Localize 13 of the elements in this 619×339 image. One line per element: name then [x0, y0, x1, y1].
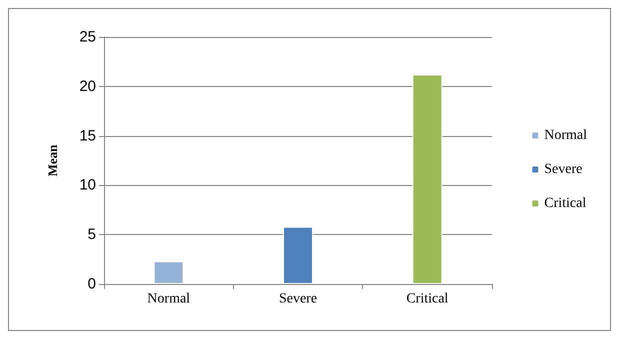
- y-tick-label: 25: [79, 28, 96, 46]
- y-tick-label: 5: [88, 226, 96, 244]
- x-tick-label: Critical: [406, 292, 448, 306]
- y-axis-title: Mean: [45, 144, 60, 176]
- legend-label: Normal: [544, 128, 588, 143]
- legend-label: Severe: [544, 162, 582, 177]
- y-tick-label: 10: [79, 176, 96, 194]
- x-tick-label: Severe: [278, 292, 318, 306]
- y-tick-label: 0: [88, 276, 96, 292]
- x-tick-label: Normal: [147, 292, 190, 306]
- y-tick-label: 20: [79, 78, 96, 95]
- legend-label: Critical: [544, 196, 586, 211]
- y-tick-label: 15: [79, 127, 96, 144]
